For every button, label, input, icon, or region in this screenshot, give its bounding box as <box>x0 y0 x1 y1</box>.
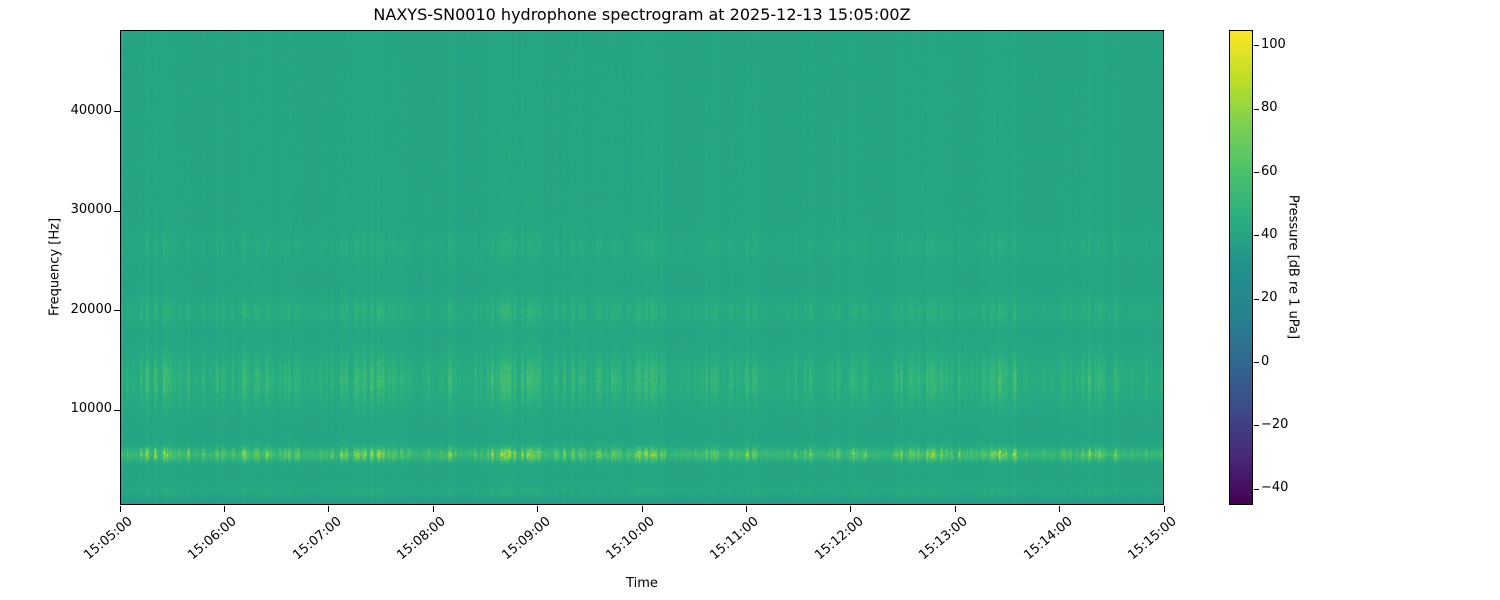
x-tick-mark <box>1059 506 1061 512</box>
x-tick-mark <box>223 506 225 512</box>
colorbar-tick-mark <box>1254 235 1259 237</box>
y-tick-label: 10000 <box>70 401 112 417</box>
x-tick-mark <box>954 506 956 512</box>
colorbar <box>1229 30 1253 505</box>
y-tick-label: 20000 <box>70 301 112 317</box>
colorbar-tick-label: 60 <box>1261 163 1278 179</box>
colorbar-tick-mark <box>1254 298 1259 300</box>
x-tick-mark <box>328 506 330 512</box>
x-tick-mark <box>537 506 539 512</box>
x-tick-mark <box>1163 506 1165 512</box>
spectrogram-plot-area <box>120 30 1164 505</box>
spectrogram-heatmap <box>121 31 1163 504</box>
y-tick-mark <box>114 310 120 312</box>
y-tick-mark <box>114 409 120 411</box>
y-tick-mark <box>114 210 120 212</box>
colorbar-tick-mark <box>1254 362 1259 363</box>
colorbar-tick-label: 100 <box>1261 36 1286 52</box>
x-axis-label: Time <box>626 576 658 591</box>
colorbar-tick-mark <box>1254 172 1259 173</box>
colorbar-tick-label: 40 <box>1261 226 1278 242</box>
colorbar-tick-mark <box>1254 425 1259 427</box>
colorbar-tick-mark <box>1254 45 1259 47</box>
colorbar-tick-label: −40 <box>1261 480 1289 496</box>
x-tick-mark <box>850 506 852 512</box>
colorbar-tick-mark <box>1254 108 1259 110</box>
colorbar-tick-label: 0 <box>1261 353 1270 369</box>
chart-title: NAXYS-SN0010 hydrophone spectrogram at 2… <box>373 5 911 24</box>
x-tick-mark <box>119 506 121 512</box>
y-tick-mark <box>114 111 120 113</box>
colorbar-tick-label: 20 <box>1261 290 1278 306</box>
colorbar-label: Pressure [dB re 1 uPa] <box>1285 194 1301 340</box>
colorbar-tick-mark <box>1254 488 1259 490</box>
y-tick-label: 40000 <box>70 102 112 118</box>
x-tick-label: 15:05:00 <box>81 514 136 564</box>
y-tick-label: 30000 <box>70 202 112 218</box>
x-tick-mark <box>641 506 643 512</box>
colorbar-tick-label: 80 <box>1261 100 1278 116</box>
x-tick-mark <box>745 506 747 512</box>
colorbar-tick-label: −20 <box>1261 416 1289 432</box>
x-tick-mark <box>432 506 434 512</box>
